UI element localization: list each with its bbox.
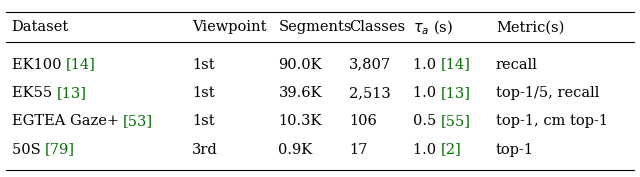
Text: 17: 17	[349, 142, 367, 157]
Text: EK55: EK55	[12, 86, 56, 100]
Text: 50S: 50S	[12, 142, 45, 157]
Text: Classes: Classes	[349, 20, 405, 35]
Text: 106: 106	[349, 114, 377, 128]
Text: recall: recall	[496, 58, 538, 72]
Text: 1.0: 1.0	[413, 86, 440, 100]
Text: 90.0K: 90.0K	[278, 58, 322, 72]
Text: EGTEA Gaze+: EGTEA Gaze+	[12, 114, 123, 128]
Text: 1st: 1st	[192, 114, 214, 128]
Text: Viewpoint: Viewpoint	[192, 20, 266, 35]
Text: 10.3K: 10.3K	[278, 114, 322, 128]
Text: 1st: 1st	[192, 58, 214, 72]
Text: EK100: EK100	[12, 58, 66, 72]
Text: 1st: 1st	[192, 86, 214, 100]
Text: [14]: [14]	[440, 58, 470, 72]
Text: 3,807: 3,807	[349, 58, 391, 72]
Text: Segments: Segments	[278, 20, 352, 35]
Text: [55]: [55]	[441, 114, 470, 128]
Text: [13]: [13]	[56, 86, 86, 100]
Text: [53]: [53]	[123, 114, 153, 128]
Text: Dataset: Dataset	[12, 20, 68, 35]
Text: 1.0: 1.0	[413, 142, 440, 157]
Text: [13]: [13]	[440, 86, 470, 100]
Text: 0.9K: 0.9K	[278, 142, 313, 157]
Text: 1.0: 1.0	[413, 58, 440, 72]
Text: 3rd: 3rd	[192, 142, 218, 157]
Text: 0.5: 0.5	[413, 114, 441, 128]
Text: [14]: [14]	[66, 58, 95, 72]
Text: top-1: top-1	[496, 142, 534, 157]
Text: Metric(s): Metric(s)	[496, 20, 564, 35]
Text: 2,513: 2,513	[349, 86, 390, 100]
Text: [2]: [2]	[440, 142, 461, 157]
Text: top-1, cm top-1: top-1, cm top-1	[496, 114, 608, 128]
Text: $\tau_a$ (s): $\tau_a$ (s)	[413, 18, 453, 37]
Text: [79]: [79]	[45, 142, 75, 157]
Text: top-1/5, recall: top-1/5, recall	[496, 86, 600, 100]
Text: 39.6K: 39.6K	[278, 86, 322, 100]
